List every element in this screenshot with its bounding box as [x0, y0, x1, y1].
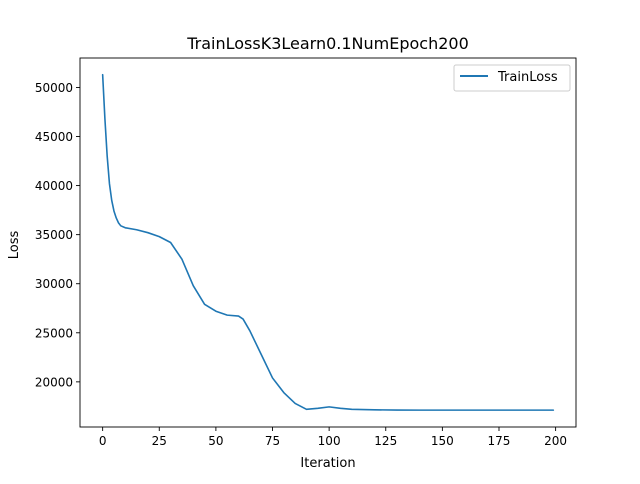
legend: TrainLoss [453, 64, 571, 92]
x-tick-label: 175 [488, 434, 511, 448]
series-line-0 [101, 73, 555, 411]
y-tick-label: 20000 [35, 375, 73, 389]
x-tick-label: 25 [152, 434, 167, 448]
y-tick-label: 35000 [35, 228, 73, 242]
y-tick-label: 25000 [35, 326, 73, 340]
legend-label: TrainLoss [497, 70, 558, 85]
y-tick-label: 40000 [35, 179, 73, 193]
x-tick-label: 100 [318, 434, 341, 448]
x-tick-label: 200 [544, 434, 567, 448]
plot-frame [79, 57, 577, 428]
axes: 0 25 50 75 100 125 150 175 200 20000 25000 30000 350… [35, 57, 577, 448]
x-tick-label: 125 [374, 434, 397, 448]
y-tick-label: 50000 [35, 81, 73, 95]
x-tick-label: 0 [99, 434, 107, 448]
y-tick-label: 30000 [35, 277, 73, 291]
chart-title: TrainLossK3Learn0.1NumEpoch200 [186, 34, 469, 53]
legend-frame [453, 64, 571, 92]
y-axis-label: Loss [7, 231, 22, 260]
x-tick-label: 75 [265, 434, 280, 448]
y-tick-label: 45000 [35, 130, 73, 144]
x-tick-label: 50 [208, 434, 223, 448]
x-axis-label: Iteration [300, 456, 355, 471]
x-tick-label: 150 [431, 434, 454, 448]
